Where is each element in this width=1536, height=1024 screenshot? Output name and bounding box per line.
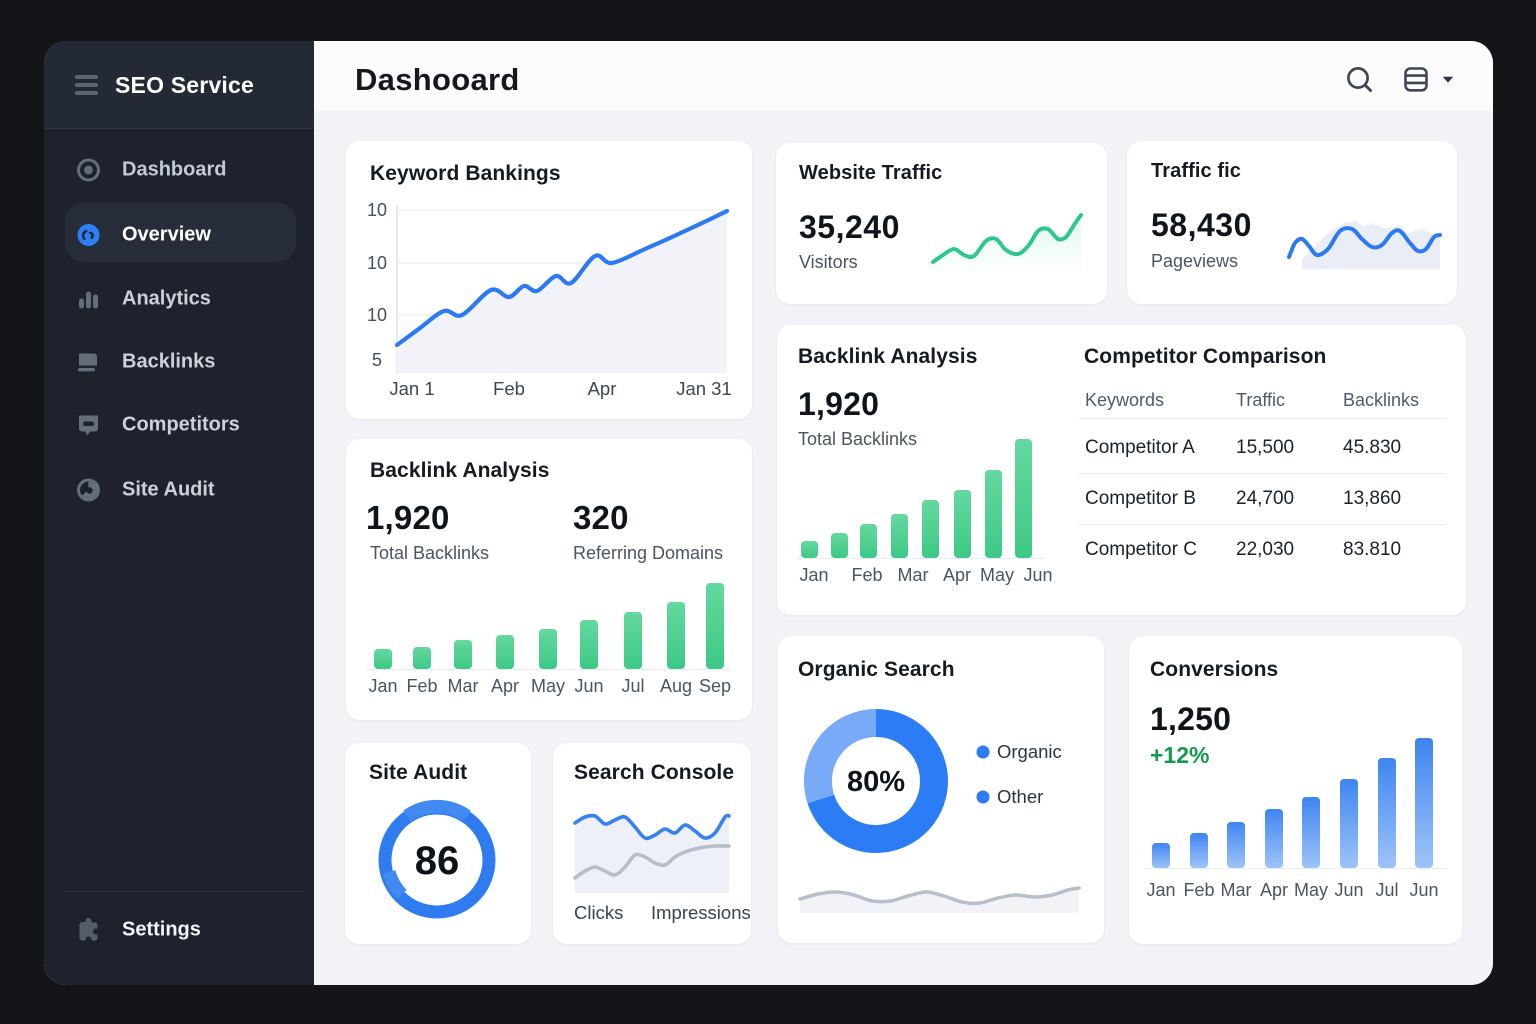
- svg-text:Organic: Organic: [997, 741, 1062, 762]
- svg-text:10: 10: [367, 200, 387, 220]
- svg-text:Apr: Apr: [588, 378, 617, 399]
- svg-text:80%: 80%: [847, 766, 905, 798]
- svg-text:10: 10: [367, 253, 387, 273]
- svg-text:Jan 1: Jan 1: [389, 378, 434, 399]
- svg-text:86: 86: [415, 839, 460, 883]
- svg-text:Jan 31: Jan 31: [676, 378, 732, 399]
- svg-text:Feb: Feb: [493, 378, 525, 399]
- svg-text:Other: Other: [997, 786, 1043, 807]
- svg-text:5: 5: [372, 350, 382, 370]
- svg-text:10: 10: [367, 305, 387, 325]
